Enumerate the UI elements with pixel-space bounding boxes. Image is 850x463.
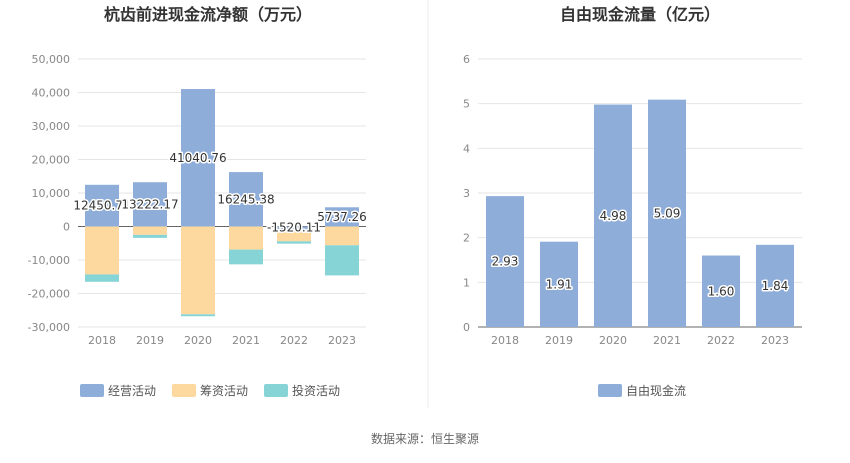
bar: [229, 249, 263, 265]
y-tick-label: 50,000: [32, 53, 71, 66]
data-label: 5.09: [654, 206, 681, 220]
y-tick-label: 1: [463, 276, 470, 289]
bar: [594, 104, 632, 327]
bar: [277, 226, 311, 232]
bar: [277, 241, 311, 244]
data-label: 16245.38: [217, 192, 274, 206]
bar: [229, 226, 263, 250]
data-label: 1.60: [708, 284, 735, 298]
x-tick-label: 2021: [653, 334, 681, 347]
bar: [85, 184, 119, 227]
legend-swatch: [80, 384, 104, 397]
bar: [85, 226, 119, 275]
data-source: 数据来源：恒生聚源: [371, 431, 479, 446]
bar: [277, 231, 311, 242]
legend-label: 筹资活动: [200, 384, 248, 398]
y-tick-label: 20,000: [32, 154, 71, 167]
x-tick-label: 2020: [599, 334, 627, 347]
data-label: 2.93: [492, 255, 519, 269]
data-label: 41040.76: [169, 151, 226, 165]
chart-title: 杭齿前进现金流净额（万元）: [104, 5, 312, 24]
bar: [181, 314, 215, 317]
bar: [85, 274, 119, 282]
y-tick-label: -30,000: [28, 321, 70, 334]
bar: [133, 226, 167, 235]
legend-swatch: [172, 384, 196, 397]
bar: [133, 182, 167, 227]
y-tick-label: 6: [463, 53, 470, 66]
x-tick-label: 2021: [232, 334, 260, 347]
y-tick-label: 30,000: [32, 120, 71, 133]
y-tick-label: 10,000: [32, 187, 71, 200]
x-tick-label: 2019: [136, 334, 164, 347]
y-tick-label: 0: [63, 221, 70, 234]
bar: [229, 172, 263, 227]
bar: [325, 207, 359, 227]
bar: [486, 196, 524, 327]
y-tick-label: 4: [463, 142, 470, 155]
data-label: 5737.26: [317, 210, 367, 224]
bar: [181, 226, 215, 315]
free-cash-flow-chart: 自由现金流量（亿元） 2.93 1.91 4.98 5.09 1.60 1.84 0 1 2 3…: [463, 5, 802, 398]
bar: [325, 245, 359, 276]
data-label: 13222.17: [121, 197, 178, 211]
legend-label: 自由现金流: [626, 383, 686, 398]
x-tick-label: 2018: [491, 334, 519, 347]
data-label: 1.84: [762, 279, 789, 293]
legend-swatch: [598, 384, 622, 397]
legend-swatch: [264, 384, 288, 397]
chart-title: 自由现金流量（亿元）: [560, 5, 720, 24]
legend-label: 投资活动: [292, 383, 340, 398]
bar: [540, 241, 578, 327]
y-tick-label: 5: [463, 98, 470, 111]
x-tick-label: 2023: [761, 334, 789, 347]
data-label: 12450.71: [73, 199, 130, 213]
x-tick-label: 2023: [328, 334, 356, 347]
data-label: -1520.11: [267, 221, 321, 235]
bar: [181, 89, 215, 227]
bar: [325, 226, 359, 246]
data-label: 1.91: [546, 277, 573, 291]
x-tick-label: 2022: [280, 334, 308, 347]
data-label: 4.98: [600, 209, 627, 223]
y-tick-label: -20,000: [28, 288, 70, 301]
legend-label: 经营活动: [108, 384, 156, 398]
x-tick-label: 2020: [184, 334, 212, 347]
bar: [133, 234, 167, 238]
bar: [702, 255, 740, 327]
y-tick-label: -10,000: [28, 254, 70, 267]
y-tick-label: 40,000: [32, 87, 71, 100]
y-tick-label: 0: [463, 321, 470, 334]
bar: [756, 244, 794, 327]
y-tick-label: 2: [463, 232, 470, 245]
bar: [648, 99, 686, 327]
x-tick-label: 2022: [707, 334, 735, 347]
x-tick-label: 2018: [88, 334, 116, 347]
x-tick-label: 2019: [545, 334, 573, 347]
y-tick-label: 3: [463, 187, 470, 200]
